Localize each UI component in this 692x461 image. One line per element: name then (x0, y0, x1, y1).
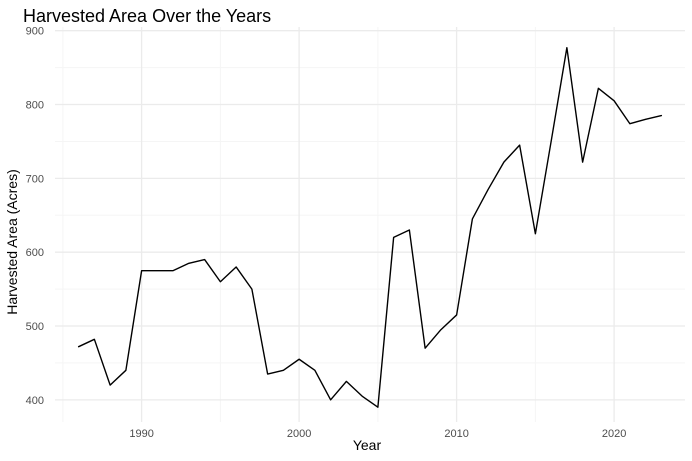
y-tick-label: 600 (26, 247, 44, 259)
y-tick-label: 900 (26, 26, 44, 38)
x-tick-label: 2000 (287, 428, 311, 440)
y-axis-tick-labels: 400 500 600 700 800 900 (26, 26, 44, 407)
y-tick-label: 800 (26, 100, 44, 112)
y-tick-label: 700 (26, 173, 44, 185)
y-axis-title: Harvested Area (Acres) (4, 169, 20, 315)
chart-title: Harvested Area Over the Years (23, 6, 271, 26)
grid-lines (55, 27, 685, 422)
y-tick-label: 500 (26, 321, 44, 333)
y-tick-label: 400 (26, 395, 44, 407)
x-tick-label: 1990 (129, 428, 153, 440)
x-axis-title: Year (353, 437, 382, 453)
series-lines (77, 46, 663, 408)
x-tick-label: 2020 (602, 428, 626, 440)
x-tick-label: 2010 (444, 428, 468, 440)
x-axis-tick-labels: 1990 2000 2010 2020 (129, 428, 626, 440)
series-line (77, 46, 663, 408)
